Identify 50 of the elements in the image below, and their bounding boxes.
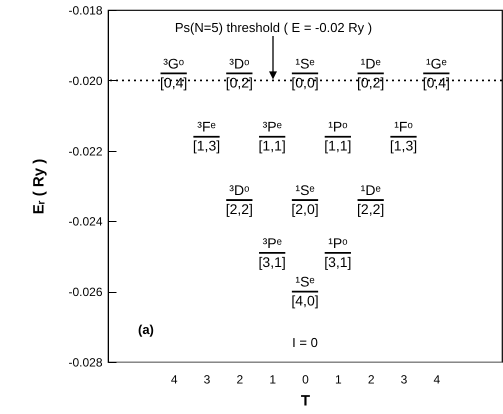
- y-tick-label: -0.020: [68, 74, 103, 88]
- annotation: [0,2]: [357, 74, 384, 90]
- x-tick-label: 0: [302, 372, 310, 386]
- annotation: [0,4]: [422, 74, 450, 90]
- annotation: [0,0]: [291, 74, 319, 90]
- x-tick-label: 4: [170, 372, 178, 386]
- annotation: [1,3]: [390, 138, 418, 154]
- data-label: ¹Dᵉ: [360, 55, 381, 72]
- x-tick-label: 4: [433, 372, 440, 386]
- annotation: [3,1]: [258, 254, 286, 270]
- y-tick-label: -0.026: [68, 285, 103, 300]
- data-label: ³Dᵒ: [229, 182, 250, 198]
- data-label: ³Gᵒ: [163, 55, 184, 72]
- y-axis-title: Eᵣ ( Ry ): [30, 158, 48, 214]
- data-label: ¹Pᵒ: [328, 234, 348, 251]
- annotation: (a): [138, 322, 154, 337]
- data-label: ³Dᵒ: [229, 55, 250, 72]
- annotation: I = 0: [292, 335, 318, 350]
- annotation: [1,1]: [324, 138, 352, 154]
- x-axis-title: T: [300, 392, 310, 410]
- data-label: ³Pᵉ: [262, 118, 282, 135]
- data-label: ¹Sᵉ: [295, 274, 315, 290]
- y-tick-label: -0.018: [68, 4, 103, 18]
- annotation: [2,2]: [357, 201, 384, 218]
- data-label: ¹Sᵉ: [295, 182, 315, 198]
- data-label: ¹Dᵉ: [360, 182, 381, 198]
- x-tick-label: 1: [334, 372, 342, 386]
- annotation: [2,2]: [226, 201, 253, 218]
- x-tick-label: 3: [204, 372, 211, 386]
- annotation: [0,4]: [160, 74, 188, 90]
- annotation: [1,1]: [258, 138, 286, 154]
- x-tick-label: 2: [236, 372, 244, 386]
- x-tick-label: 3: [400, 372, 408, 386]
- y-tick-label: -0.024: [68, 214, 103, 229]
- annotation: [4,0]: [291, 292, 319, 309]
- annotation: [2,0]: [291, 201, 319, 218]
- data-label: ¹Gᵉ: [426, 55, 447, 72]
- y-tick-label: -0.022: [68, 144, 103, 158]
- y-tick-label: -0.028: [68, 356, 103, 370]
- data-label: ³Pᵉ: [262, 234, 282, 251]
- data-label: ³Fᵉ: [197, 118, 216, 135]
- data-label: ¹Fᵒ: [394, 118, 413, 135]
- data-label: ¹Sᵉ: [295, 55, 315, 72]
- ref-line-label: Ps(N=5) threshold ( E = -0.02 Ry ): [174, 20, 372, 35]
- data-label: ¹Pᵒ: [328, 118, 348, 135]
- x-tick-label: 2: [368, 372, 375, 386]
- annotation: [0,2]: [226, 74, 253, 90]
- annotation: [1,3]: [192, 138, 220, 154]
- x-tick-label: 1: [269, 372, 276, 386]
- annotation: [3,1]: [324, 254, 352, 270]
